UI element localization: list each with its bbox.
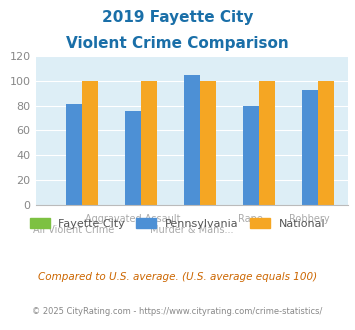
Text: 2019 Fayette City: 2019 Fayette City xyxy=(102,10,253,25)
Bar xyxy=(200,81,215,205)
Text: Murder & Mans...: Murder & Mans... xyxy=(150,225,234,235)
Text: Robbery: Robbery xyxy=(289,214,330,223)
Legend: Fayette City, Pennsylvania, National: Fayette City, Pennsylvania, National xyxy=(25,214,330,233)
Bar xyxy=(243,106,259,205)
Text: Aggravated Assault: Aggravated Assault xyxy=(85,214,180,223)
Bar xyxy=(318,81,334,205)
Bar xyxy=(184,75,200,205)
Text: All Violent Crime: All Violent Crime xyxy=(33,225,114,235)
Bar xyxy=(66,104,82,205)
Text: © 2025 CityRating.com - https://www.cityrating.com/crime-statistics/: © 2025 CityRating.com - https://www.city… xyxy=(32,307,323,316)
Text: Violent Crime Comparison: Violent Crime Comparison xyxy=(66,36,289,51)
Bar xyxy=(302,89,318,205)
Text: Compared to U.S. average. (U.S. average equals 100): Compared to U.S. average. (U.S. average … xyxy=(38,272,317,282)
Text: Rape: Rape xyxy=(238,214,263,223)
Bar xyxy=(141,81,157,205)
Bar xyxy=(125,111,141,205)
Bar xyxy=(82,81,98,205)
Bar xyxy=(259,81,275,205)
